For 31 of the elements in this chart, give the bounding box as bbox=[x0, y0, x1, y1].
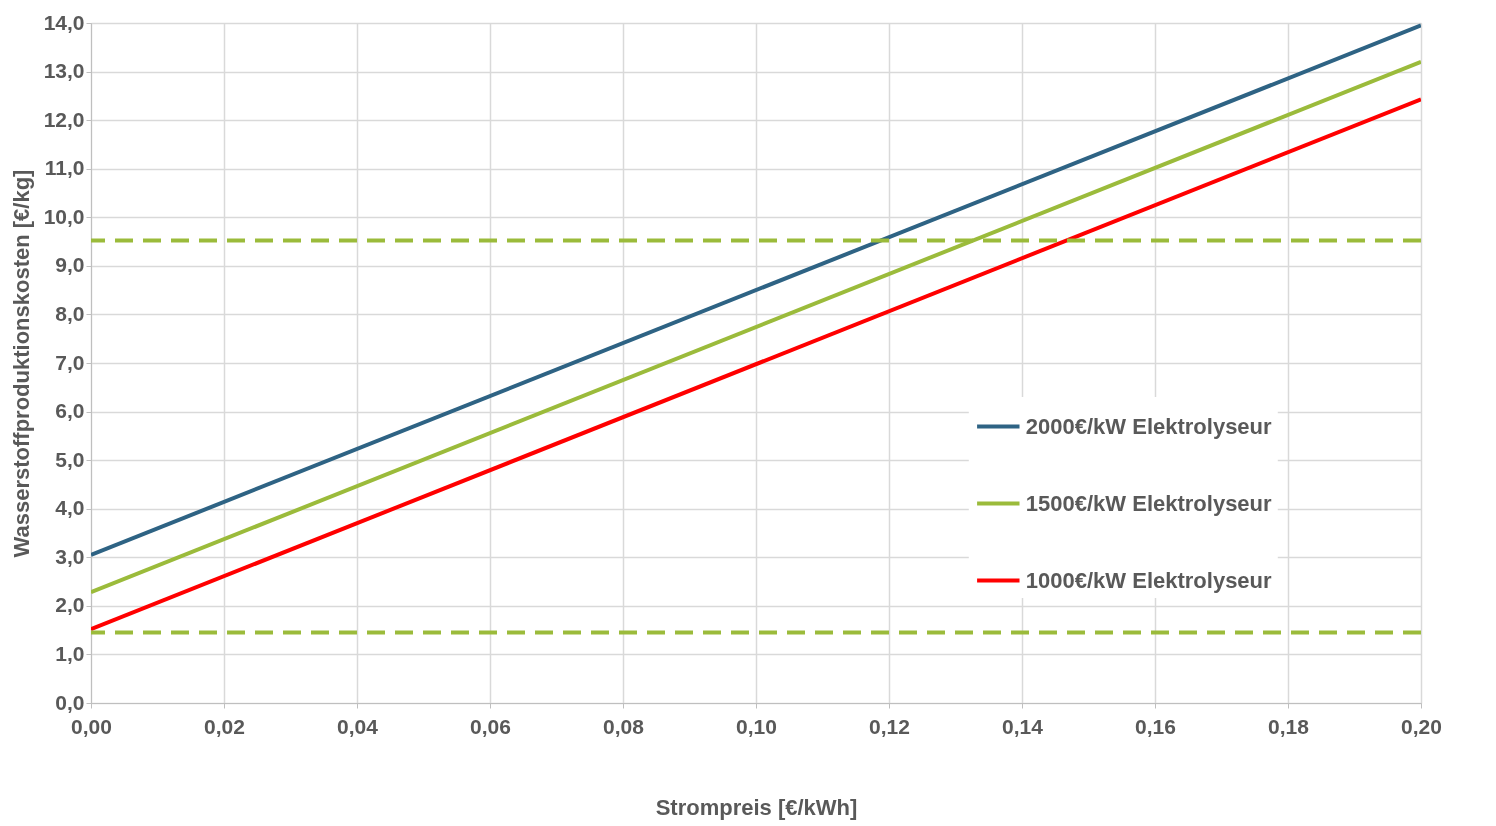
legend-label: 2000€/kW Elektrolyseur bbox=[1025, 413, 1273, 439]
y-tick-label: 3,0 bbox=[55, 544, 85, 568]
y-tick-label: 0,0 bbox=[55, 690, 85, 714]
x-tick-label: 0,12 bbox=[869, 714, 910, 738]
y-tick-label: 1,0 bbox=[55, 641, 85, 665]
y-tick-label: 9,0 bbox=[55, 253, 85, 277]
x-tick-label: 0,18 bbox=[1268, 714, 1310, 738]
y-tick-label: 10,0 bbox=[43, 204, 85, 228]
x-tick-label: 0,14 bbox=[1002, 714, 1044, 738]
y-tick-label: 8,0 bbox=[55, 301, 85, 325]
y-tick-label: 6,0 bbox=[55, 399, 85, 423]
legend-label: 1000€/kW Elektrolyseur bbox=[1025, 567, 1273, 593]
x-tick-label: 0,06 bbox=[470, 714, 511, 738]
x-tick-label: 0,00 bbox=[71, 714, 112, 738]
x-axis-title: Strompreis [€/kWh] bbox=[655, 794, 858, 820]
x-tick-label: 0,08 bbox=[603, 714, 645, 738]
x-tick-label: 0,10 bbox=[736, 714, 777, 738]
x-tick-label: 0,02 bbox=[204, 714, 245, 738]
y-tick-label: 12,0 bbox=[43, 107, 85, 131]
x-tick-label: 0,04 bbox=[337, 714, 379, 738]
x-tick-label: 0,16 bbox=[1135, 714, 1176, 738]
y-tick-label: 5,0 bbox=[55, 447, 85, 471]
x-tick-label: 0,20 bbox=[1401, 714, 1442, 738]
legend-label: 1500€/kW Elektrolyseur bbox=[1025, 490, 1273, 516]
y-tick-label: 2,0 bbox=[55, 593, 85, 617]
y-axis-title: Wasserstoffproduktionskosten [€/kg] bbox=[8, 169, 34, 558]
y-tick-label: 13,0 bbox=[43, 59, 85, 83]
y-tick-label: 14,0 bbox=[43, 10, 85, 34]
y-tick-label: 7,0 bbox=[55, 350, 85, 374]
y-tick-label: 4,0 bbox=[55, 496, 85, 520]
y-tick-label: 11,0 bbox=[44, 156, 85, 180]
